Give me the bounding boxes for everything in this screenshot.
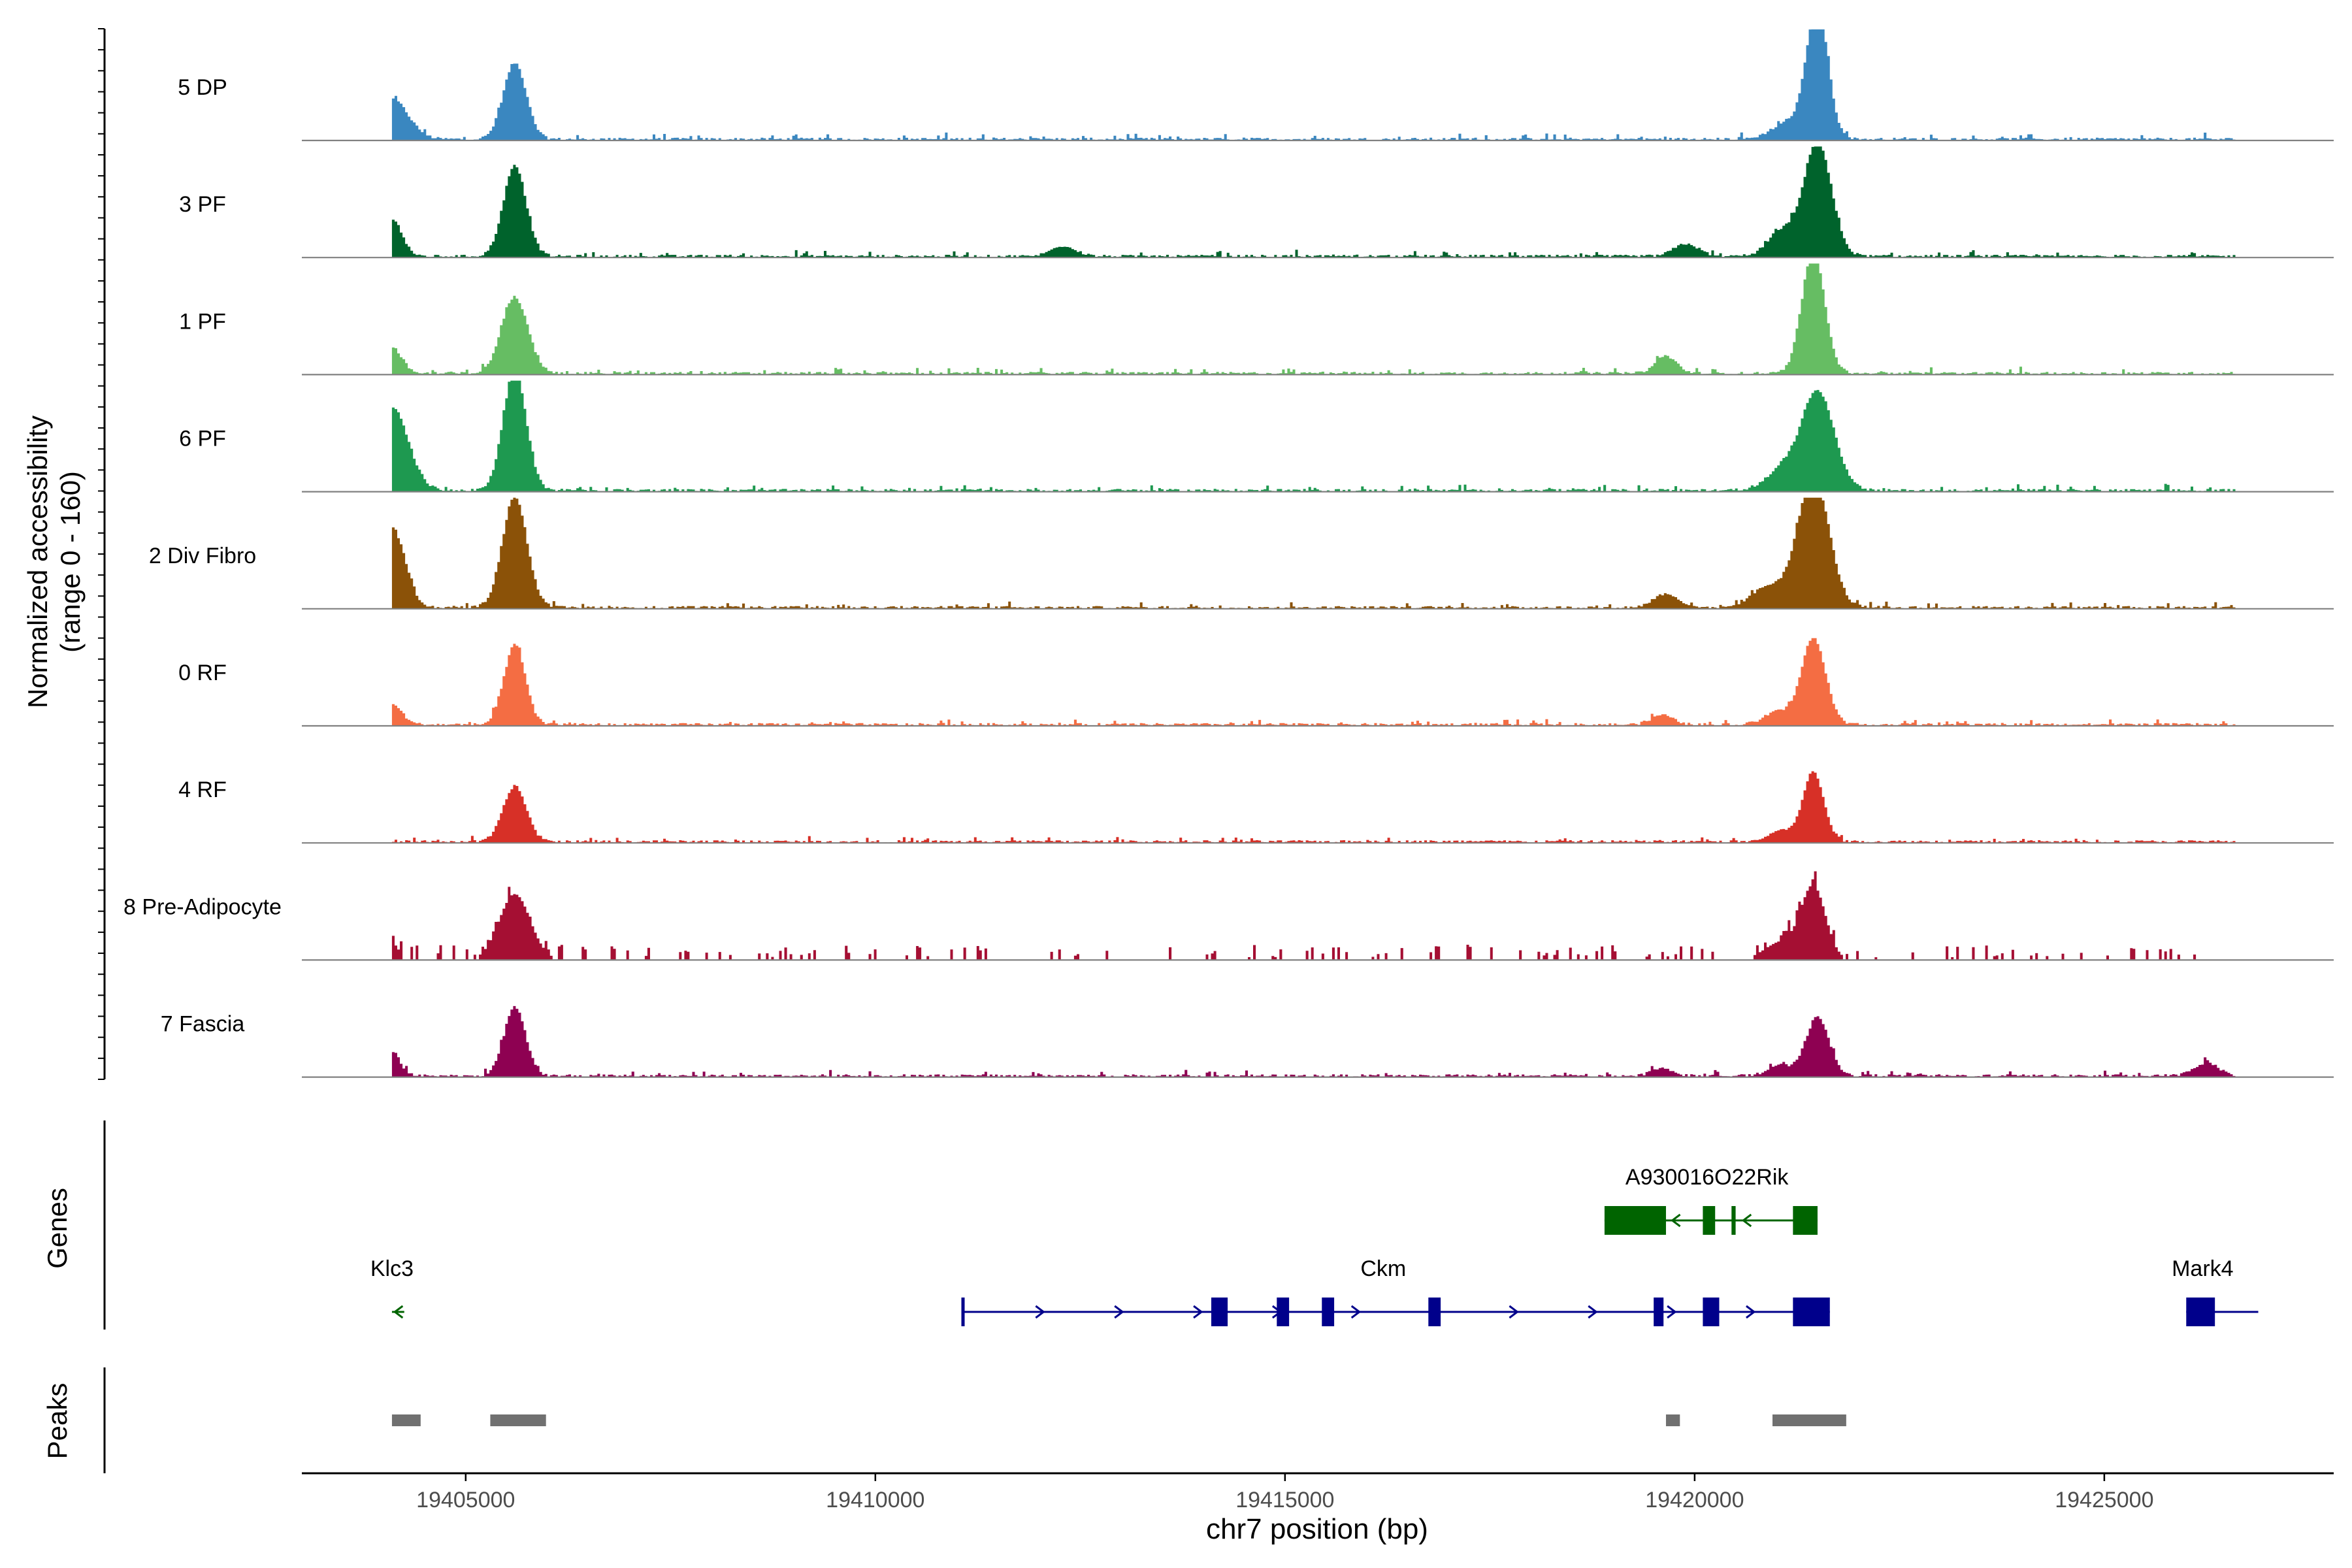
- coverage-area: [391, 771, 2236, 843]
- gene-exon: [1731, 1206, 1736, 1235]
- strand-arrow: [1746, 1305, 1756, 1319]
- gene-label: A930016O22Rik: [1625, 1165, 1789, 1190]
- gene-annotation-track: A930016O22Rik Ckm Klc3 Mark4: [370, 1165, 2259, 1326]
- coverage-area: [391, 146, 2236, 258]
- x-tick-label: 19405000: [416, 1488, 515, 1512]
- track-label: 2 Div Fibro: [149, 544, 256, 568]
- gene-exon: [1793, 1206, 1818, 1235]
- strand-arrow: [1193, 1305, 1203, 1319]
- track-6-pf: 6 PF: [179, 380, 2334, 493]
- coverage-area: [391, 638, 2236, 726]
- gene-exon: [1703, 1298, 1720, 1326]
- gene-exon: [961, 1298, 965, 1326]
- peak-region: [391, 1414, 421, 1426]
- track-8-pre-adipocyte: 8 Pre-Adipocyte: [123, 871, 2334, 961]
- strand-arrow: [1509, 1305, 1519, 1319]
- track-2-div-fibro: 2 Div Fibro: [149, 497, 2334, 610]
- peak-region: [1772, 1414, 1846, 1426]
- track-4-rf: 4 RF: [178, 771, 2334, 844]
- strand-arrow: [1035, 1305, 1045, 1319]
- x-tick-label: 19420000: [1645, 1488, 1744, 1512]
- coverage-area: [391, 29, 2236, 140]
- track-label: 1 PF: [179, 309, 226, 334]
- peak-track: [391, 1414, 1846, 1426]
- gene-exon: [1604, 1206, 1666, 1235]
- coverage-area: [391, 1005, 2236, 1077]
- track-0-rf: 0 RF: [178, 638, 2334, 727]
- gene-exon: [1211, 1298, 1228, 1326]
- track-label: 7 Fascia: [161, 1012, 245, 1037]
- y-axis-label-line1: Normalized accessibility: [22, 416, 53, 708]
- x-tick-label: 19410000: [826, 1488, 924, 1512]
- gene-exon: [1654, 1298, 1664, 1326]
- coverage-tracks: 5 DP 3 PF 1 PF 6 PF 2 Div Fibro 0 RF 4 RF 8 Pre…: [123, 29, 2334, 1078]
- coverage-area: [391, 497, 2236, 609]
- track-1-pf: 1 PF: [179, 263, 2334, 376]
- strand-arrow: [1741, 1213, 1752, 1228]
- track-label: 3 PF: [179, 192, 226, 217]
- strand-arrow: [1588, 1305, 1598, 1319]
- track-label: 0 RF: [178, 661, 227, 685]
- gene-exon: [1322, 1298, 1335, 1326]
- coverage-area: [391, 871, 2236, 960]
- gene-exon: [1703, 1206, 1716, 1235]
- strand-arrow: [393, 1305, 404, 1319]
- gene-label: Klc3: [370, 1256, 414, 1281]
- x-tick-label: 19415000: [1235, 1488, 1334, 1512]
- track-label: 8 Pre-Adipocyte: [123, 894, 282, 919]
- strand-arrow: [1114, 1305, 1124, 1319]
- peaks-axis-label: Peaks: [42, 1383, 73, 1460]
- track-7-fascia: 7 Fascia: [161, 1005, 2334, 1078]
- track-5-dp: 5 DP: [178, 29, 2334, 142]
- coverage-area: [391, 380, 2236, 492]
- x-axis-label: chr7 position (bp): [1206, 1513, 1428, 1545]
- gene-label: Mark4: [2172, 1256, 2233, 1281]
- track-label: 5 DP: [178, 75, 227, 100]
- gene-exon: [2186, 1298, 2215, 1326]
- track-label: 4 RF: [178, 777, 227, 802]
- coverage-area: [391, 263, 2236, 375]
- track-label: 6 PF: [179, 427, 226, 451]
- gene-mark4: Mark4: [2172, 1256, 2259, 1326]
- strand-arrow: [1671, 1213, 1681, 1228]
- gene-exon: [1277, 1298, 1290, 1326]
- gene-ckm: Ckm: [961, 1256, 1830, 1326]
- gene-exon: [1793, 1298, 1830, 1326]
- track-3-pf: 3 PF: [179, 146, 2334, 259]
- peak-region: [490, 1414, 546, 1426]
- gene-klc3: Klc3: [370, 1256, 414, 1319]
- gene-a930016o22rik: A930016O22Rik: [1604, 1165, 1818, 1235]
- genes-axis-label: Genes: [42, 1188, 73, 1269]
- gene-label: Ckm: [1360, 1256, 1406, 1281]
- axes: 19405000 19410000 19415000 19420000 19425000: [98, 28, 2334, 1512]
- strand-arrow: [1350, 1305, 1362, 1319]
- x-tick-label: 19425000: [2055, 1488, 2153, 1512]
- gene-exon: [1428, 1298, 1441, 1326]
- peak-region: [1665, 1414, 1680, 1426]
- y-axis-label-line2: (range 0 - 160): [55, 471, 86, 653]
- strand-arrow: [1667, 1305, 1677, 1319]
